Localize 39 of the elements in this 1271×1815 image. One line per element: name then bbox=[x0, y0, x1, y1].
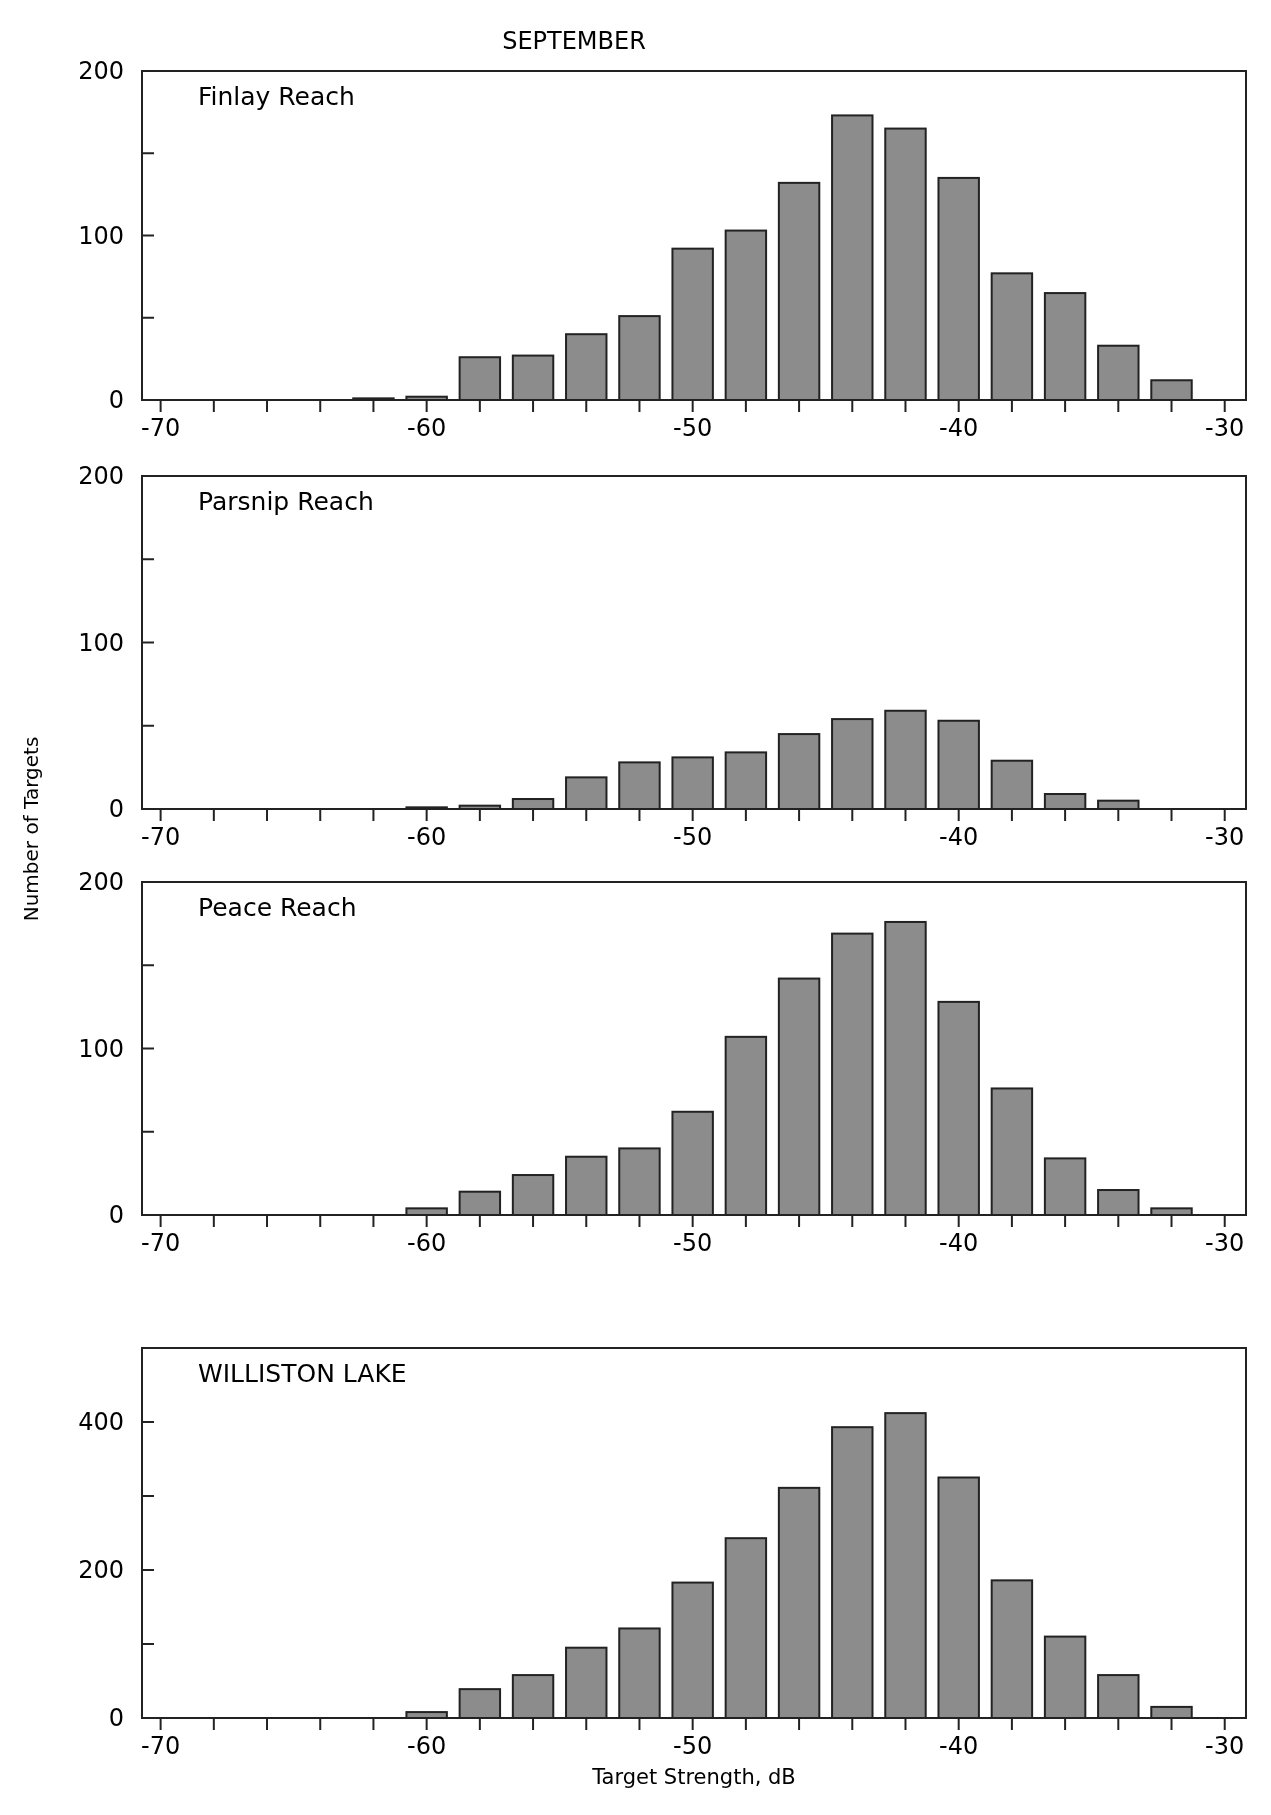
x-tick-label: -50 bbox=[673, 823, 713, 851]
y-tick-label: 200 bbox=[78, 462, 124, 490]
annotation: Finlay Reach bbox=[198, 82, 355, 111]
x-tick-label: -30 bbox=[1205, 823, 1245, 851]
chart-title: SEPTEMBER bbox=[502, 27, 646, 55]
annotation: Peace Reach bbox=[198, 893, 357, 922]
y-tick-label: 100 bbox=[78, 628, 124, 657]
x-tick-label: -70 bbox=[141, 414, 181, 442]
x-tick-label: -40 bbox=[939, 1732, 979, 1760]
x-tick-label: -50 bbox=[673, 1229, 713, 1257]
x-tick-label: -70 bbox=[141, 1229, 181, 1257]
x-tick-label: -40 bbox=[939, 823, 979, 851]
y-tick-label: 100 bbox=[78, 1034, 124, 1063]
x-tick-label: -30 bbox=[1205, 1229, 1245, 1257]
x-tick-label: -30 bbox=[1205, 414, 1245, 442]
y-tick-label: 200 bbox=[78, 868, 124, 896]
x-tick-label: -50 bbox=[673, 1732, 713, 1760]
x-tick-label: -40 bbox=[939, 414, 979, 442]
y-tick-label: 0 bbox=[108, 1201, 124, 1229]
x-tick-label: -60 bbox=[407, 414, 447, 442]
y-axis-title: Number of Targets bbox=[19, 736, 43, 922]
y-tick-label: 400 bbox=[78, 1408, 124, 1436]
x-tick-label: -60 bbox=[407, 1229, 447, 1257]
y-tick-label: 0 bbox=[108, 386, 124, 414]
y-tick-label: 0 bbox=[108, 795, 124, 823]
y-tick-label: 100 bbox=[78, 221, 124, 250]
x-tick-label: -40 bbox=[939, 1229, 979, 1257]
x-axis-title: Target Strength, dB bbox=[591, 1765, 796, 1789]
x-tick-label: -50 bbox=[673, 414, 713, 442]
annotation: Parsnip Reach bbox=[198, 487, 374, 516]
x-tick-label: -70 bbox=[141, 823, 181, 851]
y-tick-label: 0 bbox=[108, 1704, 124, 1732]
y-tick-label: 200 bbox=[78, 1556, 124, 1584]
y-tick-label: 200 bbox=[78, 57, 124, 85]
x-tick-label: -60 bbox=[407, 823, 447, 851]
x-tick-label: -60 bbox=[407, 1732, 447, 1760]
annotation: WILLISTON LAKE bbox=[198, 1359, 407, 1388]
x-tick-label: -70 bbox=[141, 1732, 181, 1760]
x-tick-label: -30 bbox=[1205, 1732, 1245, 1760]
